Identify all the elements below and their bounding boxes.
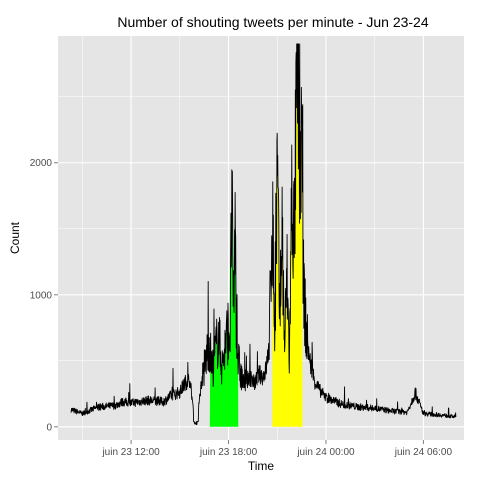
- highlight-areas: [209, 43, 303, 427]
- x-tick-label: juin 24 00:00: [296, 447, 355, 458]
- highlight-area-yellow: [272, 43, 303, 427]
- y-axis-ticks: 0 1000 2000: [30, 158, 58, 433]
- chart-title: Number of shouting tweets per minute - J…: [117, 14, 428, 30]
- x-tick-label: juin 23 18:00: [199, 447, 258, 458]
- series-line: [70, 43, 457, 425]
- series-layer: [70, 43, 457, 425]
- x-axis-ticks: juin 23 12:00 juin 23 18:00 juin 24 00:00 j…: [101, 440, 452, 458]
- highlight-area-green: [209, 169, 239, 427]
- y-tick-label: 0: [46, 422, 52, 433]
- y-tick-label: 2000: [30, 158, 53, 169]
- y-axis-label: Count: [8, 221, 22, 254]
- x-axis-label: Time: [248, 459, 275, 473]
- y-tick-label: 1000: [30, 290, 53, 301]
- x-tick-label: juin 24 06:00: [394, 447, 453, 458]
- x-tick-label: juin 23 12:00: [101, 447, 160, 458]
- grid-major: [58, 36, 464, 440]
